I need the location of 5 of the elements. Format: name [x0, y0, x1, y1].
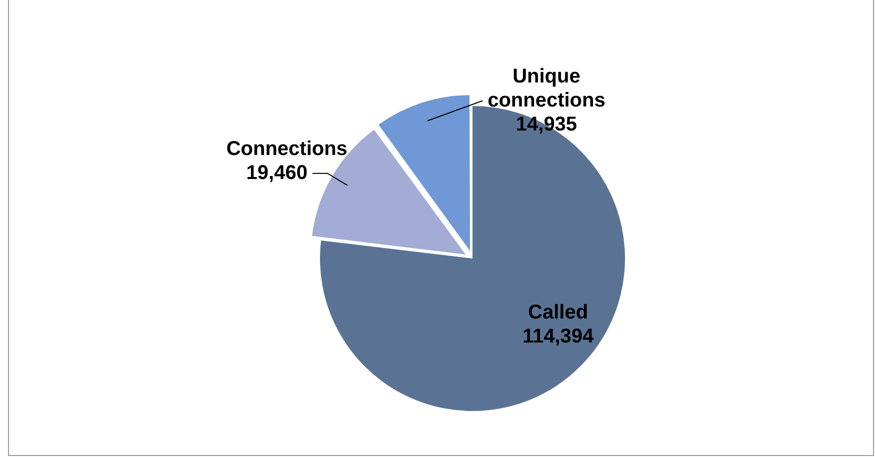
slice-label: Called [528, 301, 588, 324]
slice-label: Unique connections [488, 65, 606, 112]
data-label: 114,394 [522, 325, 595, 348]
slice-label: Connections [226, 138, 348, 160]
data-label: 19,460 [246, 162, 308, 184]
